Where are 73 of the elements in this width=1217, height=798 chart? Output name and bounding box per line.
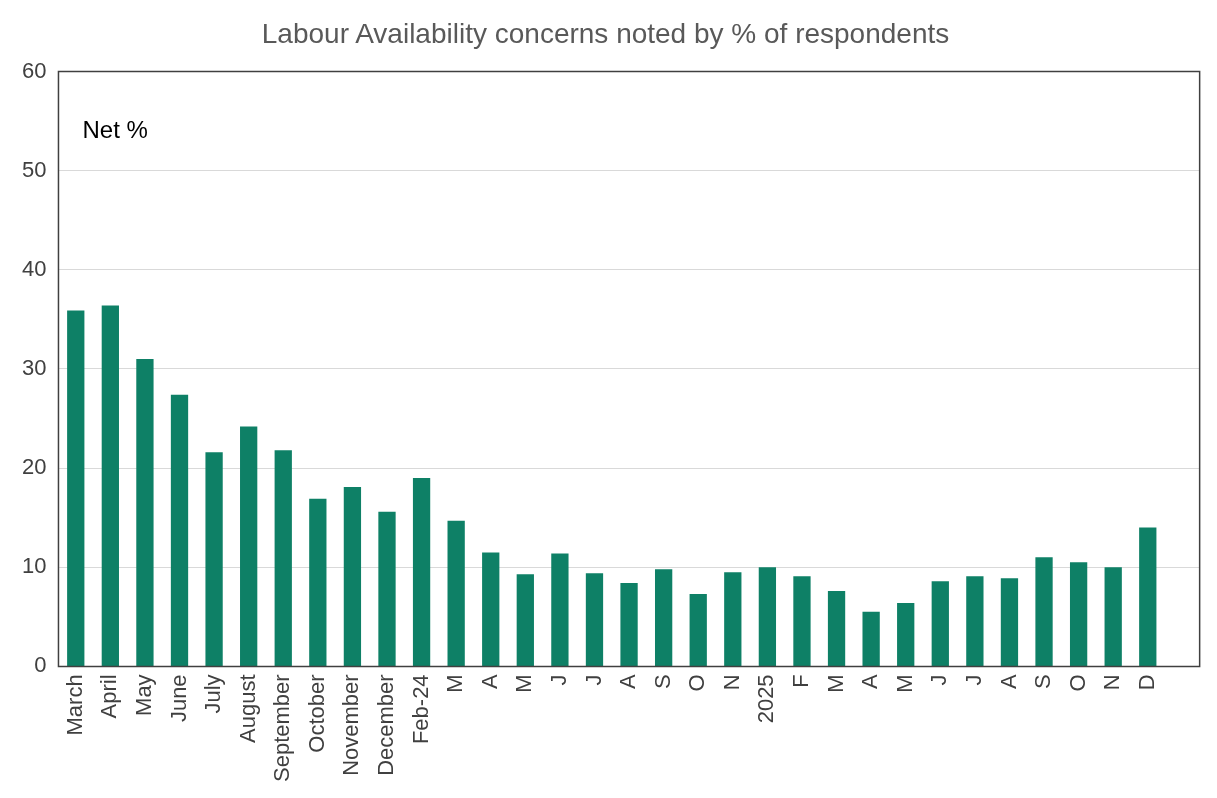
bar [170, 394, 189, 666]
x-tick-label: M [442, 674, 468, 693]
x-tick-label: March [61, 674, 87, 736]
annotation: Net % [82, 116, 148, 144]
bar [655, 569, 673, 666]
x-tick-label: N [1099, 674, 1125, 691]
x-tick-label: J [926, 674, 952, 686]
bar [862, 611, 880, 666]
x-tick-label: M [822, 674, 848, 693]
bar [101, 305, 119, 666]
x-tick-label: O [684, 674, 710, 692]
bar [1035, 557, 1053, 666]
x-tick-label: November [338, 674, 364, 776]
x-tick-label: A [995, 674, 1021, 690]
bar [447, 520, 465, 666]
x-tick-label: F [788, 674, 814, 688]
bar [931, 581, 949, 666]
x-tick-label: O [1064, 674, 1090, 692]
y-tick-label: 60 [21, 57, 47, 83]
x-tick-label: December [373, 674, 399, 776]
bar [482, 552, 500, 666]
y-tick-label: 50 [21, 156, 47, 182]
y-tick-label: 0 [34, 652, 47, 678]
bar [1069, 562, 1088, 666]
bar [343, 486, 362, 666]
x-tick-label: A [615, 674, 641, 690]
bar [551, 553, 569, 666]
bar [689, 594, 707, 666]
bar [516, 574, 534, 666]
x-tick-label: D [1133, 674, 1159, 691]
x-tick-label: July [200, 674, 226, 714]
bar [620, 583, 638, 666]
bar [585, 573, 604, 666]
bar [240, 426, 258, 666]
bar [1139, 527, 1157, 666]
y-tick-label: 10 [21, 553, 47, 579]
bar [793, 576, 811, 666]
x-tick-label: S [649, 674, 675, 690]
bar [412, 478, 431, 666]
x-tick-label: April [96, 674, 122, 719]
bar [1104, 567, 1122, 666]
bar [136, 359, 154, 666]
bar [378, 511, 396, 666]
x-tick-label: J [545, 674, 571, 686]
bar [827, 591, 846, 666]
y-tick-label: 40 [21, 255, 47, 281]
bar [205, 452, 223, 666]
x-tick-label: June [165, 674, 191, 723]
x-tick-label: A [857, 674, 883, 690]
bar [724, 572, 742, 666]
bar [1000, 578, 1019, 666]
x-tick-label: M [891, 674, 917, 693]
x-tick-label: 2025 [753, 674, 779, 724]
x-tick-label: Feb-24 [407, 674, 433, 745]
x-tick-label: N [718, 674, 744, 691]
bar [67, 310, 85, 666]
y-tick-label: 30 [21, 355, 47, 381]
x-tick-label: May [130, 674, 156, 716]
x-tick-label: September [269, 674, 295, 783]
x-tick-label: A [476, 674, 502, 690]
bar [309, 498, 327, 666]
x-tick-label: M [511, 674, 537, 693]
x-tick-label: S [1030, 674, 1056, 690]
x-tick-label: August [234, 674, 260, 743]
y-tick-label: 20 [21, 454, 47, 480]
bar [897, 602, 915, 666]
bar [274, 450, 292, 666]
bar [966, 576, 984, 666]
bar [758, 567, 777, 666]
x-tick-label: J [960, 674, 986, 686]
chart-title: Labour Availability concerns noted by % of respondents [261, 17, 950, 49]
x-tick-label: October [303, 674, 329, 753]
x-tick-label: J [580, 674, 606, 686]
